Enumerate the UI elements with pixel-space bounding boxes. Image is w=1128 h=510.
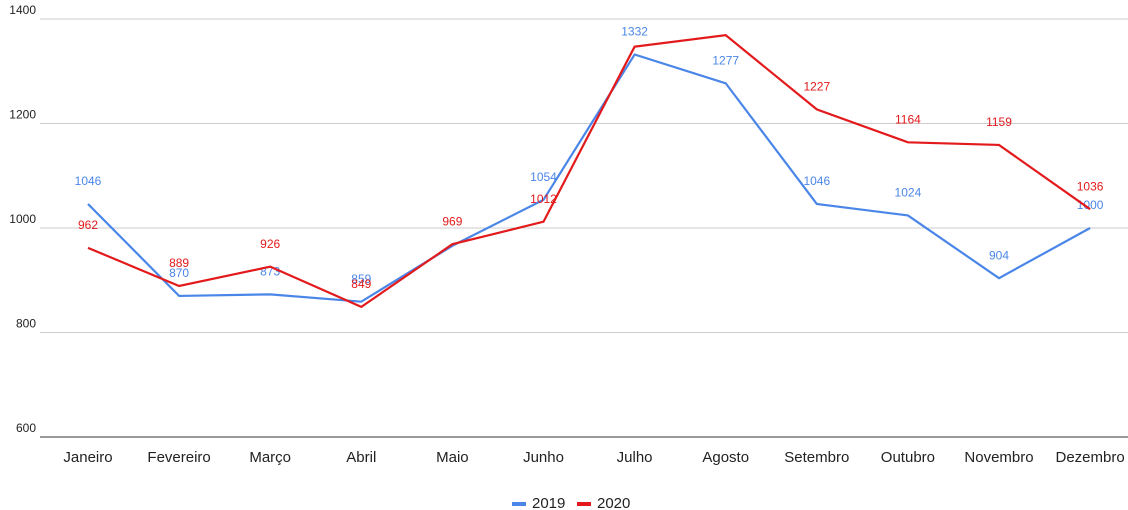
- value-label: 859: [351, 272, 371, 286]
- value-label: 1332: [621, 25, 648, 39]
- x-tick-label: Junho: [523, 449, 564, 466]
- value-label: 849: [351, 277, 371, 291]
- value-label: 962: [78, 218, 98, 232]
- x-tick-label: Outubro: [881, 449, 935, 466]
- value-label: 904: [989, 248, 1009, 262]
- y-tick-label: 1000: [9, 212, 36, 226]
- value-label: 926: [260, 237, 280, 251]
- x-tick-label: Fevereiro: [147, 449, 210, 466]
- value-label: 1024: [895, 186, 922, 200]
- x-tick-label: Setembro: [784, 449, 849, 466]
- x-tick-label: Janeiro: [63, 449, 112, 466]
- value-label: 1054: [530, 170, 557, 184]
- x-tick-label: Agosto: [702, 449, 749, 466]
- y-tick-label: 1200: [9, 108, 36, 122]
- x-tick-label: Dezembro: [1055, 449, 1124, 466]
- value-label: 1000: [1077, 198, 1104, 212]
- x-tick-label: Maio: [436, 449, 469, 466]
- value-label: 1227: [803, 80, 830, 94]
- value-label: 1046: [803, 174, 830, 188]
- line: [87, 53, 1091, 303]
- y-tick-label: 600: [16, 421, 36, 435]
- value-label: 1012: [530, 192, 557, 206]
- legend-swatch: [512, 502, 526, 506]
- legend-swatch: [577, 502, 591, 506]
- value-label: 1164: [895, 112, 921, 126]
- value-label: 1036: [1077, 179, 1104, 193]
- legend-label: 2019: [532, 495, 565, 510]
- value-label: 969: [442, 214, 462, 228]
- legend-label: 2020: [597, 495, 630, 510]
- value-label: 870: [169, 266, 189, 280]
- line: [87, 34, 1091, 309]
- x-tick-label: Novembro: [964, 449, 1033, 466]
- x-tick-label: Julho: [617, 449, 653, 466]
- y-tick-label: 800: [16, 317, 36, 331]
- value-label: 1277: [712, 53, 739, 67]
- value-label: 1046: [75, 174, 102, 188]
- x-tick-label: Abril: [346, 449, 376, 466]
- x-tick-label: Março: [249, 449, 291, 466]
- value-label: 889: [169, 256, 189, 270]
- y-tick-label: 1400: [9, 3, 36, 17]
- value-label: 1159: [986, 115, 1012, 129]
